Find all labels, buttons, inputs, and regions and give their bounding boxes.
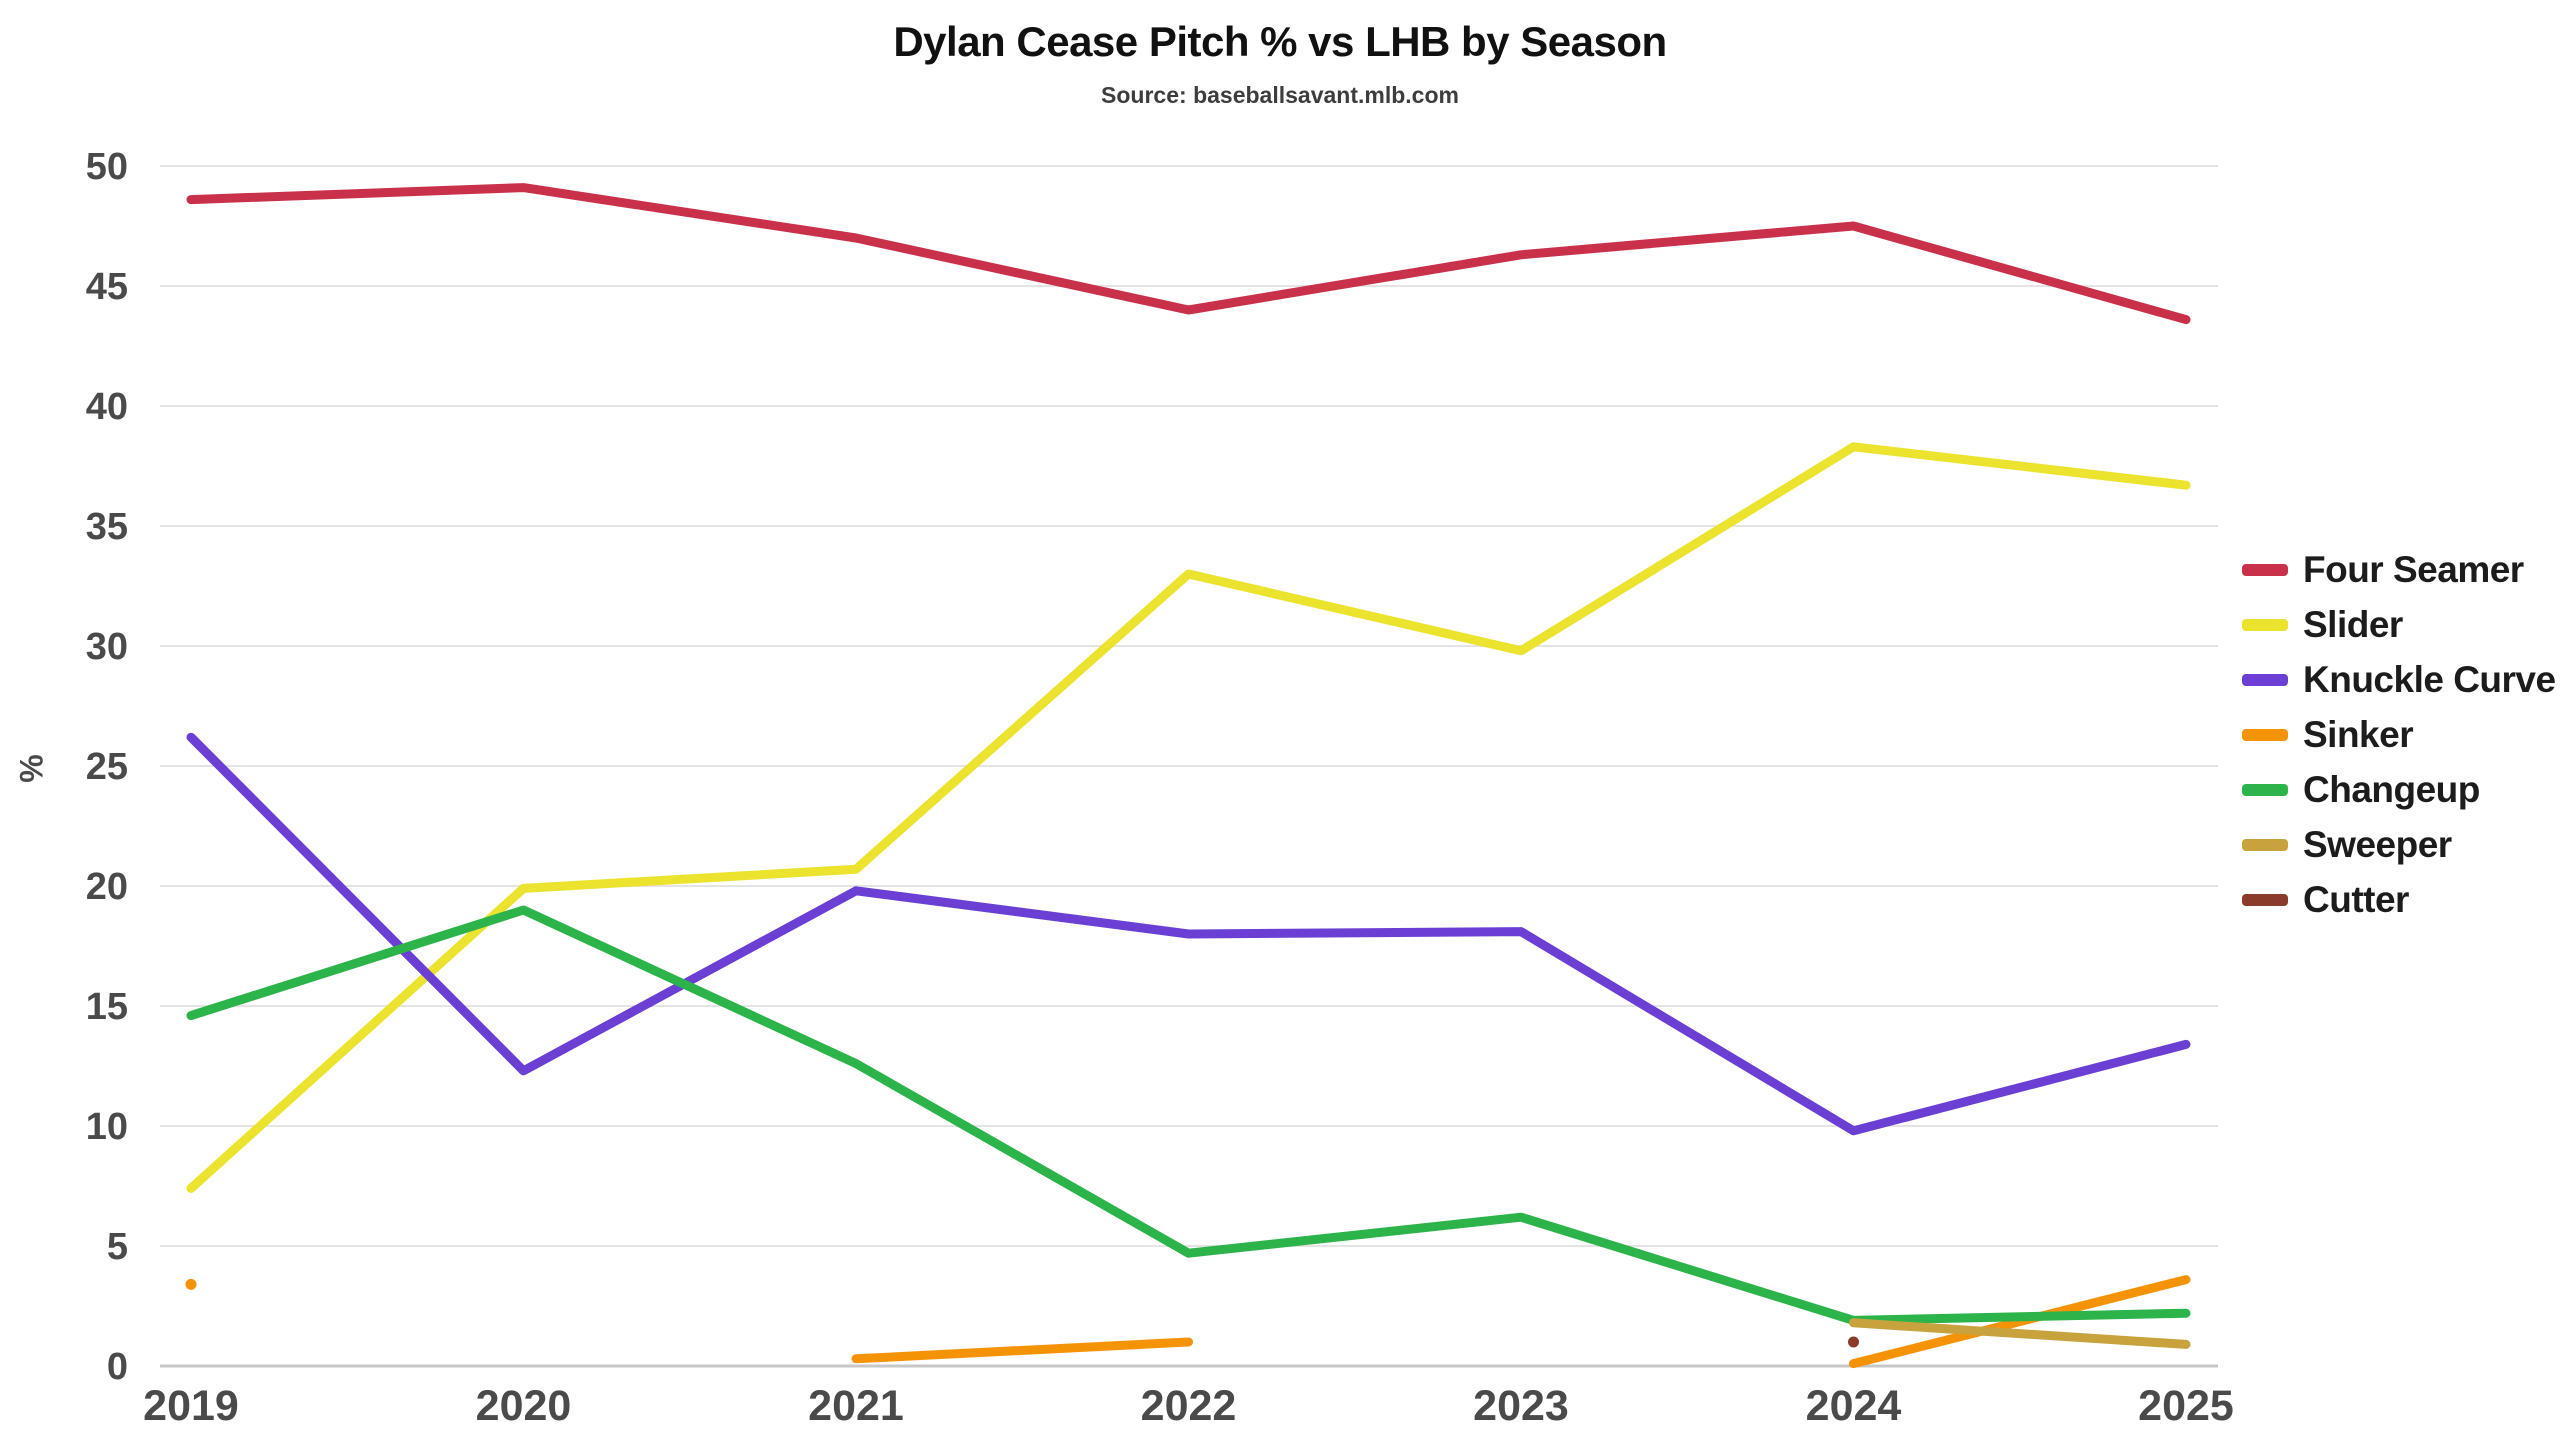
legend-item: Slider xyxy=(2242,597,2556,652)
y-tick-label: 0 xyxy=(107,1346,128,1388)
legend-swatch-icon xyxy=(2242,563,2288,576)
x-tick-label: 2025 xyxy=(2138,1382,2234,1430)
series-line-changeup xyxy=(186,905,2191,1325)
legend-item: Sweeper xyxy=(2242,817,2556,872)
legend-item: Knuckle Curve xyxy=(2242,652,2556,707)
y-tick-label: 15 xyxy=(86,986,128,1028)
chart-subtitle: Source: baseballsavant.mlb.com xyxy=(1101,82,1459,108)
x-tick-label: 2022 xyxy=(1141,1382,1237,1430)
x-tick-label: 2021 xyxy=(808,1382,904,1430)
y-tick-label: 20 xyxy=(86,866,128,908)
series-line-knuckle-curve xyxy=(186,732,2191,1136)
series-line-sinker xyxy=(1849,1275,2191,1369)
legend-item: Sinker xyxy=(2242,707,2556,762)
legend-label: Four Seamer xyxy=(2303,548,2524,590)
series-line-slider xyxy=(186,442,2191,1193)
series-point-cutter xyxy=(1848,1336,1859,1348)
legend-swatch-icon xyxy=(2242,838,2288,851)
y-axis-label: % xyxy=(13,754,50,783)
y-tick-label: 45 xyxy=(86,266,128,308)
legend-swatch-icon xyxy=(2242,673,2288,686)
legend-swatch-icon xyxy=(2242,618,2288,631)
series-line-sweeper xyxy=(1849,1318,2191,1349)
x-tick-label: 2020 xyxy=(476,1382,572,1430)
x-tick-label: 2024 xyxy=(1806,1382,1902,1430)
legend-label: Sinker xyxy=(2303,713,2414,755)
legend-item: Cutter xyxy=(2242,872,2556,927)
legend-label: Knuckle Curve xyxy=(2303,658,2556,700)
legend-label: Sweeper xyxy=(2303,823,2452,865)
y-tick-label: 50 xyxy=(86,146,128,188)
y-tick-label: 5 xyxy=(107,1226,128,1268)
legend: Four Seamer Slider Knuckle Curve Sinker … xyxy=(2242,542,2556,927)
y-tick-label: 40 xyxy=(86,386,128,428)
y-tick-label: 10 xyxy=(86,1106,128,1148)
legend-swatch-icon xyxy=(2242,893,2288,906)
y-tick-label: 25 xyxy=(86,746,128,788)
legend-swatch-icon xyxy=(2242,783,2288,796)
x-tick-label: 2019 xyxy=(143,1382,239,1430)
series-line-four-seamer xyxy=(186,183,2191,325)
series-point-sinker xyxy=(185,1278,197,1290)
legend-swatch-icon xyxy=(2242,728,2288,741)
x-tick-label: 2023 xyxy=(1473,1382,1569,1430)
legend-label: Changeup xyxy=(2303,768,2480,810)
legend-item: Four Seamer xyxy=(2242,542,2556,597)
legend-label: Slider xyxy=(2303,603,2403,645)
legend-label: Cutter xyxy=(2303,878,2409,920)
series-line-sinker xyxy=(851,1337,1193,1364)
legend-item: Changeup xyxy=(2242,762,2556,817)
y-tick-label: 30 xyxy=(86,626,128,668)
chart-title: Dylan Cease Pitch % vs LHB by Season xyxy=(893,18,1667,65)
y-tick-label: 35 xyxy=(86,506,128,548)
